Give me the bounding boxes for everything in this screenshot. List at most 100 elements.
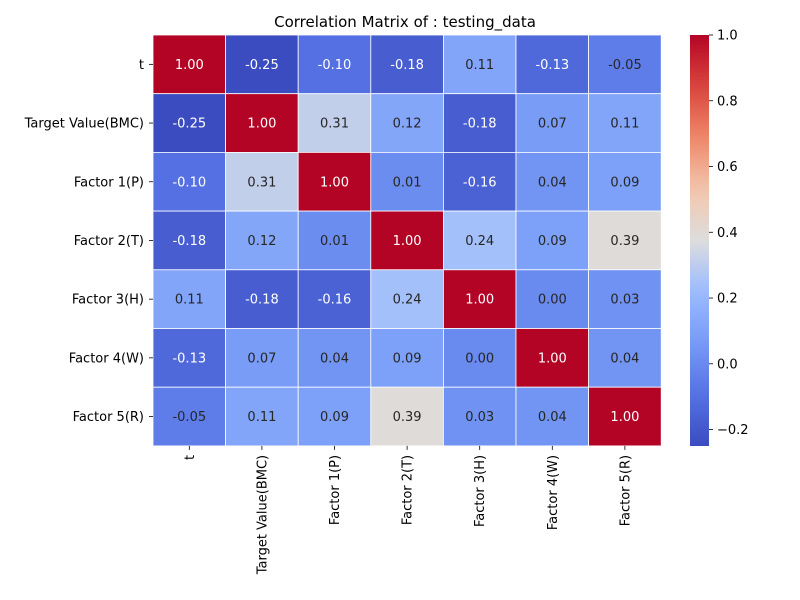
cell-value-label: -0.18	[390, 58, 424, 73]
heatmap-cell	[442, 386, 517, 447]
x-tick-label: Factor 3(H)	[473, 455, 488, 527]
cell-value-label: 0.07	[247, 351, 276, 366]
cell-value-label: -0.13	[172, 351, 206, 366]
heatmap-cell	[152, 328, 226, 388]
y-tick-label: Factor 4(W)	[69, 351, 144, 366]
heatmap-cell	[515, 386, 589, 447]
cell-value-label: 0.00	[538, 293, 567, 308]
colorbar-tick-label: 1.0	[717, 29, 738, 44]
cell-value-label: 0.12	[393, 117, 422, 132]
cell-value-label: -0.18	[172, 234, 206, 249]
cell-value-label: 1.00	[538, 351, 567, 366]
cell-value-label: 0.07	[538, 117, 567, 132]
cell-value-label: 0.24	[393, 293, 422, 308]
cell-value-label: 0.12	[247, 234, 276, 249]
heatmap-cell	[370, 151, 444, 212]
x-axis-ticks: t Target Value(BMC) Factor 1(P) Factor 2(T)…	[183, 445, 633, 575]
cell-value-label: 1.00	[247, 117, 276, 132]
colorbar	[690, 35, 709, 446]
heatmap-cell	[297, 386, 372, 447]
heatmap-cell	[588, 151, 662, 212]
cell-value-label: 1.00	[393, 234, 422, 249]
cell-value-label: -0.18	[463, 117, 497, 132]
cell-value-label: -0.18	[245, 293, 279, 308]
cell-value-label: 0.11	[465, 58, 494, 73]
heatmap-cell	[515, 151, 589, 212]
colorbar-tick-label: 0.0	[717, 357, 738, 372]
heatmap-cell	[515, 93, 589, 153]
heatmap-cell	[225, 328, 299, 388]
heatmap-cell	[225, 210, 299, 271]
heatmap-cell	[225, 34, 299, 95]
colorbar-tick-label: −0.2	[717, 423, 749, 438]
heatmap-cell	[588, 269, 662, 329]
x-tick-label: Factor 5(R)	[618, 455, 633, 526]
colorbar-tick-label: 0.2	[717, 292, 738, 307]
cell-value-label: 0.09	[610, 175, 639, 190]
colorbar-tick-label: 0.6	[717, 160, 738, 175]
heatmap-cell	[370, 210, 444, 271]
heatmap-cell	[442, 151, 517, 212]
cell-value-label: -0.10	[172, 175, 206, 190]
cell-value-label: 1.00	[465, 293, 494, 308]
heatmap-cell	[225, 151, 299, 212]
x-tick-label: t	[183, 455, 198, 460]
cell-value-label: 0.31	[320, 117, 349, 132]
heatmap-cell	[370, 34, 444, 95]
cell-value-label: 0.09	[393, 351, 422, 366]
cell-value-label: 0.04	[320, 351, 349, 366]
cell-value-label: 0.39	[610, 234, 639, 249]
cell-value-label: 0.39	[393, 410, 422, 425]
heatmap-cell	[515, 210, 589, 271]
y-tick-label: t	[139, 58, 144, 73]
cell-value-label: -0.16	[463, 175, 497, 190]
heatmap-cell	[515, 34, 589, 95]
y-tick-label: Factor 3(H)	[72, 293, 144, 308]
colorbar-tick-label: 0.8	[717, 94, 738, 109]
heatmap-cell	[297, 151, 372, 212]
cell-value-label: 0.09	[538, 234, 567, 249]
heatmap-cell	[588, 93, 662, 153]
heatmap-cell	[370, 328, 444, 388]
y-tick-label: Factor 5(R)	[73, 410, 144, 425]
x-tick-label: Factor 1(P)	[328, 455, 343, 525]
heatmap-cell	[152, 34, 226, 95]
cell-value-label: 0.04	[538, 175, 567, 190]
cell-value-label: -0.25	[245, 58, 279, 73]
y-tick-label: Factor 1(P)	[74, 175, 144, 190]
cell-value-label: 0.11	[175, 293, 204, 308]
cell-value-label: 0.04	[610, 351, 639, 366]
heatmap-cells: 1.00 -0.25 -0.10 -0.18 0.11 -0.13 -0.05 -0.25 1.…	[152, 34, 662, 447]
cell-value-label: -0.05	[172, 410, 206, 425]
heatmap-cell	[442, 34, 517, 95]
cell-value-label: 0.31	[247, 175, 276, 190]
chart-title: Correlation Matrix of : testing_data	[274, 13, 536, 32]
cell-value-label: 0.03	[465, 410, 494, 425]
x-tick-label: Target Value(BMC)	[255, 455, 270, 575]
y-tick-label: Factor 2(T)	[74, 234, 144, 249]
heatmap-cell	[297, 34, 372, 95]
heatmap-cell	[588, 328, 662, 388]
heatmap-cell	[588, 210, 662, 271]
heatmap-cell	[297, 93, 372, 153]
heatmap-cell	[370, 386, 444, 447]
cell-value-label: -0.16	[318, 293, 352, 308]
cell-value-label: 0.11	[610, 117, 639, 132]
cell-value-label: -0.10	[318, 58, 352, 73]
x-tick-label: Factor 4(W)	[546, 455, 561, 530]
cell-value-label: 1.00	[175, 58, 204, 73]
cell-value-label: 1.00	[320, 175, 349, 190]
cell-value-label: 0.00	[465, 351, 494, 366]
cell-value-label: 0.01	[320, 234, 349, 249]
cell-value-label: -0.25	[172, 117, 206, 132]
heatmap-cell	[297, 328, 372, 388]
y-tick-label: Target Value(BMC)	[24, 117, 144, 132]
cell-value-label: 0.11	[247, 410, 276, 425]
cell-value-label: -0.13	[535, 58, 569, 73]
cell-value-label: 0.09	[320, 410, 349, 425]
x-tick-label: Factor 2(T)	[401, 455, 416, 525]
cell-value-label: -0.05	[608, 58, 642, 73]
cell-value-label: 0.01	[393, 175, 422, 190]
heatmap-cell	[152, 386, 226, 447]
